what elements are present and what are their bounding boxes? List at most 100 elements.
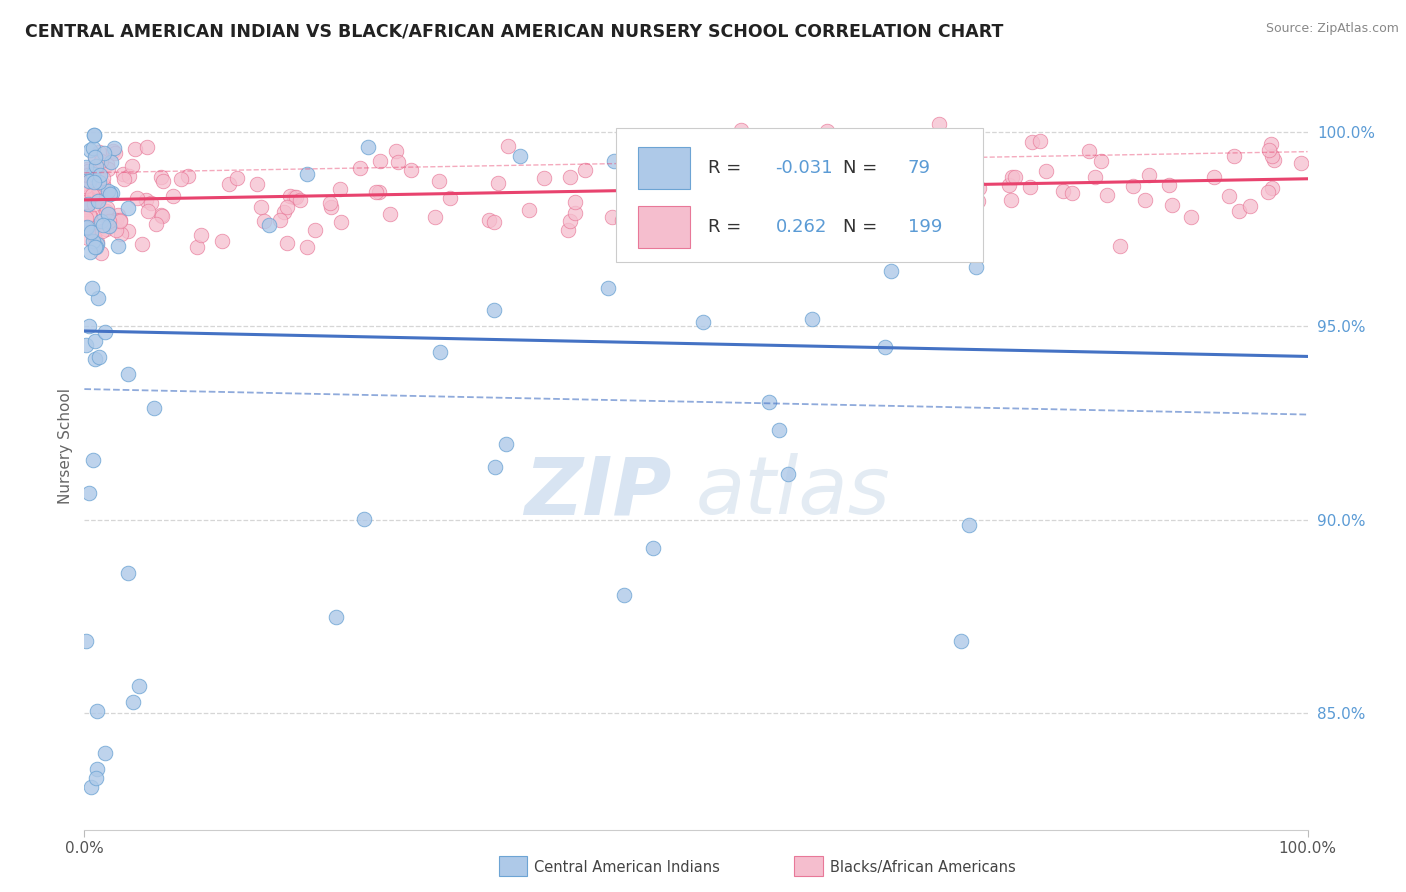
Point — [89, 190, 111, 204]
Point — [922, 177, 945, 191]
Point — [613, 588, 636, 602]
Point — [1260, 149, 1282, 163]
Point — [87, 168, 110, 182]
Point — [79, 143, 101, 157]
Point — [90, 213, 112, 227]
Point — [796, 200, 818, 214]
Point — [86, 704, 108, 718]
Point — [104, 145, 127, 160]
Point — [1122, 178, 1144, 193]
Point — [77, 174, 100, 188]
Point — [253, 214, 276, 228]
Point — [84, 163, 107, 178]
Point — [118, 169, 141, 184]
Point — [190, 227, 212, 242]
Point — [329, 181, 352, 195]
Point — [75, 338, 97, 352]
Point — [77, 188, 100, 202]
Point — [121, 159, 143, 173]
Point — [775, 180, 797, 194]
Point — [357, 139, 380, 153]
Text: N =: N = — [842, 219, 883, 236]
Point — [136, 204, 159, 219]
Point — [211, 235, 233, 249]
Point — [366, 186, 388, 200]
Point — [143, 401, 166, 416]
Point — [319, 196, 342, 211]
Text: R =: R = — [709, 160, 747, 178]
Point — [821, 153, 844, 168]
Point — [486, 176, 509, 190]
Point — [496, 139, 519, 153]
Point — [1137, 168, 1160, 182]
Point — [707, 193, 730, 207]
Point — [1239, 199, 1261, 213]
Point — [136, 139, 159, 153]
Point — [186, 240, 208, 254]
Point — [75, 213, 97, 227]
Point — [1078, 144, 1101, 158]
Point — [879, 263, 901, 277]
Point — [484, 460, 506, 475]
Point — [1001, 169, 1024, 184]
Point — [675, 146, 697, 161]
Point — [218, 178, 240, 192]
Point — [145, 217, 167, 231]
Point — [644, 177, 666, 191]
Text: 199: 199 — [908, 219, 942, 236]
Point — [135, 193, 157, 207]
Point — [815, 124, 838, 138]
Point — [612, 212, 634, 227]
Point — [83, 175, 105, 189]
Point — [124, 142, 146, 156]
Point — [297, 240, 319, 254]
Point — [152, 174, 174, 188]
Point — [90, 246, 112, 260]
Point — [82, 167, 104, 181]
Point — [758, 395, 780, 409]
Point — [87, 175, 110, 189]
Point — [80, 169, 103, 184]
Point — [96, 202, 118, 216]
Text: Source: ZipAtlas.com: Source: ZipAtlas.com — [1265, 22, 1399, 36]
Point — [908, 174, 931, 188]
Point — [84, 150, 107, 164]
Point — [91, 177, 114, 191]
Point — [387, 155, 409, 169]
Point — [83, 150, 105, 164]
Point — [86, 237, 108, 252]
Point — [108, 213, 131, 227]
Point — [735, 174, 758, 188]
Point — [533, 171, 555, 186]
Point — [859, 154, 882, 169]
Point — [107, 208, 129, 222]
Point — [112, 172, 135, 186]
Point — [439, 191, 461, 205]
Point — [801, 311, 824, 326]
Point — [683, 163, 706, 178]
Point — [150, 210, 173, 224]
Point — [77, 208, 100, 222]
Point — [84, 334, 107, 349]
Point — [110, 227, 132, 241]
Point — [866, 156, 889, 170]
Point — [429, 344, 451, 359]
Point — [1062, 186, 1084, 200]
Text: 0.262: 0.262 — [776, 219, 827, 236]
Point — [77, 485, 100, 500]
Point — [967, 194, 990, 208]
Point — [76, 220, 98, 235]
Point — [128, 679, 150, 693]
Text: ZIP: ZIP — [524, 453, 672, 531]
Point — [841, 157, 863, 171]
Point — [1257, 185, 1279, 199]
Point — [87, 350, 110, 364]
Point — [484, 302, 506, 317]
Point — [79, 245, 101, 260]
Point — [640, 179, 662, 194]
Point — [76, 200, 98, 214]
Point — [75, 194, 97, 209]
Point — [86, 235, 108, 249]
Point — [226, 171, 249, 186]
Point — [94, 204, 117, 219]
